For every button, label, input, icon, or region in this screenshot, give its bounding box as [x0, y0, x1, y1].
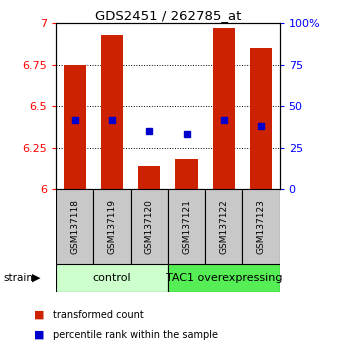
- Text: GSM137121: GSM137121: [182, 199, 191, 254]
- Text: ■: ■: [34, 330, 45, 339]
- Text: GSM137118: GSM137118: [70, 199, 79, 254]
- Text: GSM137119: GSM137119: [108, 199, 117, 254]
- Text: strain: strain: [3, 273, 33, 283]
- Bar: [56, 264, 168, 292]
- Text: ■: ■: [34, 310, 45, 320]
- Text: percentile rank within the sample: percentile rank within the sample: [53, 330, 218, 339]
- Text: GSM137122: GSM137122: [219, 199, 228, 254]
- Text: control: control: [93, 273, 131, 283]
- Text: transformed count: transformed count: [53, 310, 144, 320]
- Bar: [168, 189, 205, 264]
- Text: GSM137123: GSM137123: [256, 199, 266, 254]
- Bar: [242, 189, 280, 264]
- Bar: [101, 35, 123, 189]
- Text: GSM137120: GSM137120: [145, 199, 154, 254]
- Bar: [138, 166, 161, 189]
- Bar: [64, 65, 86, 189]
- Bar: [213, 28, 235, 189]
- Bar: [93, 189, 131, 264]
- Bar: [168, 264, 280, 292]
- Bar: [131, 189, 168, 264]
- Text: TAC1 overexpressing: TAC1 overexpressing: [165, 273, 282, 283]
- Bar: [175, 159, 198, 189]
- Bar: [56, 189, 93, 264]
- Bar: [205, 189, 242, 264]
- Title: GDS2451 / 262785_at: GDS2451 / 262785_at: [95, 9, 241, 22]
- Text: ▶: ▶: [32, 273, 41, 283]
- Bar: [250, 48, 272, 189]
